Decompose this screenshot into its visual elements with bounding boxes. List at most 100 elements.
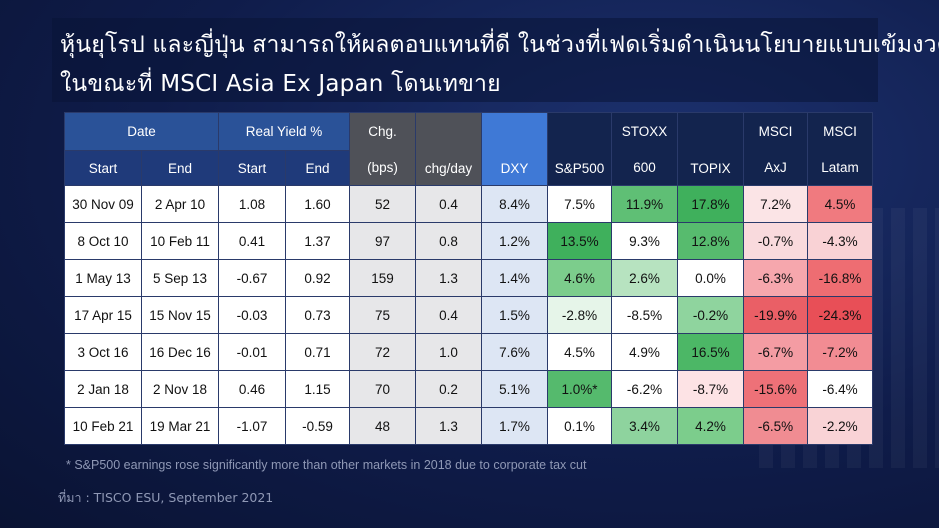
cell-sp500: 13.5% bbox=[547, 222, 613, 260]
cell-chg-per-day: 0.4 bbox=[415, 296, 483, 334]
header-stoxx-line2: 600 bbox=[611, 150, 679, 186]
cell-topix: 0.0% bbox=[677, 259, 745, 297]
cell-chg-per-day: 1.3 bbox=[415, 407, 483, 445]
header-sp500: S&P500 bbox=[547, 112, 613, 186]
cell-real-yield-start: 1.08 bbox=[218, 185, 286, 223]
header-dxy: DXY bbox=[481, 112, 549, 186]
table-body: 30 Nov 09 2 Apr 10 1.08 1.60 52 0.4 8.4% 7.5% 11… bbox=[64, 185, 874, 445]
cell-msci-latam: -4.3% bbox=[807, 222, 874, 260]
cell-date-start: 8 Oct 10 bbox=[64, 222, 142, 260]
header-chg-line2: (bps) bbox=[349, 150, 417, 186]
cell-stoxx600: -8.5% bbox=[611, 296, 679, 334]
cell-msci-latam: -24.3% bbox=[807, 296, 874, 334]
cell-msci-axj: -6.7% bbox=[743, 333, 809, 371]
cell-msci-latam: -2.2% bbox=[807, 407, 874, 445]
cell-msci-latam: -6.4% bbox=[807, 370, 874, 408]
cell-stoxx600: 9.3% bbox=[611, 222, 679, 260]
cell-date-start: 17 Apr 15 bbox=[64, 296, 142, 334]
cell-sp500: 7.5% bbox=[547, 185, 613, 223]
cell-dxy: 5.1% bbox=[481, 370, 549, 408]
cell-stoxx600: 11.9% bbox=[611, 185, 679, 223]
cell-dxy: 8.4% bbox=[481, 185, 549, 223]
cell-stoxx600: 3.4% bbox=[611, 407, 679, 445]
subheader-date-end: End bbox=[141, 150, 219, 186]
subheader-ry-end: End bbox=[284, 150, 351, 186]
cell-date-end: 15 Nov 15 bbox=[141, 296, 219, 334]
cell-date-start: 3 Oct 16 bbox=[64, 333, 142, 371]
cell-sp500: 4.6% bbox=[547, 259, 613, 297]
cell-msci-axj: -15.6% bbox=[743, 370, 809, 408]
cell-msci-latam: -16.8% bbox=[807, 259, 874, 297]
header-date: Date bbox=[64, 112, 219, 151]
footnote: * S&P500 earnings rose significantly mor… bbox=[66, 458, 587, 472]
cell-msci-axj: 7.2% bbox=[743, 185, 809, 223]
table-row: 30 Nov 09 2 Apr 10 1.08 1.60 52 0.4 8.4% 7.5% 11… bbox=[64, 185, 874, 223]
table-row: 17 Apr 15 15 Nov 15 -0.03 0.73 75 0.4 1.5% -2.8… bbox=[64, 296, 874, 334]
cell-real-yield-start: 0.41 bbox=[218, 222, 286, 260]
table-row: 3 Oct 16 16 Dec 16 -0.01 0.71 72 1.0 7.6% 4.5% 4… bbox=[64, 333, 874, 371]
cell-sp500: -2.8% bbox=[547, 296, 613, 334]
cell-real-yield-end: -0.59 bbox=[284, 407, 351, 445]
cell-chg-per-day: 1.0 bbox=[415, 333, 483, 371]
table-row: 10 Feb 21 19 Mar 21 -1.07 -0.59 48 1.3 1.7% 0.1… bbox=[64, 407, 874, 445]
subheader-ry-start: Start bbox=[218, 150, 286, 186]
cell-chg-bps: 75 bbox=[349, 296, 417, 334]
cell-chg-bps: 72 bbox=[349, 333, 417, 371]
cell-date-end: 2 Nov 18 bbox=[141, 370, 219, 408]
cell-dxy: 1.4% bbox=[481, 259, 549, 297]
header-msci-axj-line1: MSCI bbox=[743, 112, 809, 151]
cell-real-yield-end: 0.73 bbox=[284, 296, 351, 334]
subheader-date-start: Start bbox=[64, 150, 142, 186]
cell-stoxx600: 4.9% bbox=[611, 333, 679, 371]
cell-dxy: 7.6% bbox=[481, 333, 549, 371]
cell-real-yield-start: 0.46 bbox=[218, 370, 286, 408]
cell-chg-per-day: 0.8 bbox=[415, 222, 483, 260]
cell-dxy: 1.7% bbox=[481, 407, 549, 445]
cell-real-yield-end: 1.37 bbox=[284, 222, 351, 260]
source-note: ที่มา : TISCO ESU, September 2021 bbox=[58, 490, 274, 505]
cell-chg-per-day: 0.4 bbox=[415, 185, 483, 223]
cell-msci-axj: -6.3% bbox=[743, 259, 809, 297]
cell-date-end: 2 Apr 10 bbox=[141, 185, 219, 223]
cell-real-yield-start: -0.01 bbox=[218, 333, 286, 371]
cell-msci-axj: -6.5% bbox=[743, 407, 809, 445]
cell-date-start: 2 Jan 18 bbox=[64, 370, 142, 408]
header-real-yield: Real Yield % bbox=[217, 112, 351, 151]
cell-topix: 16.5% bbox=[677, 333, 745, 371]
cell-chg-bps: 52 bbox=[349, 185, 417, 223]
cell-topix: 4.2% bbox=[677, 407, 745, 445]
cell-topix: 17.8% bbox=[677, 185, 745, 223]
cell-chg-bps: 70 bbox=[349, 370, 417, 408]
table-row: 1 May 13 5 Sep 13 -0.67 0.92 159 1.3 1.4% 4.6% 2… bbox=[64, 259, 874, 297]
cell-msci-latam: 4.5% bbox=[807, 185, 874, 223]
header-topix: TOPIX bbox=[677, 112, 745, 186]
cell-real-yield-end: 0.71 bbox=[284, 333, 351, 371]
header-msci-latam-line1: MSCI bbox=[807, 112, 874, 151]
cell-real-yield-end: 1.60 bbox=[284, 185, 351, 223]
cell-dxy: 1.2% bbox=[481, 222, 549, 260]
cell-date-start: 30 Nov 09 bbox=[64, 185, 142, 223]
header-msci-latam-line2: Latam bbox=[807, 150, 874, 186]
table-row: 2 Jan 18 2 Nov 18 0.46 1.15 70 0.2 5.1% 1.0%* -6… bbox=[64, 370, 874, 408]
cell-date-start: 10 Feb 21 bbox=[64, 407, 142, 445]
cell-sp500: 0.1% bbox=[547, 407, 613, 445]
cell-date-end: 19 Mar 21 bbox=[141, 407, 219, 445]
header-msci-axj-line2: AxJ bbox=[743, 150, 809, 186]
cell-real-yield-start: -0.03 bbox=[218, 296, 286, 334]
cell-real-yield-end: 0.92 bbox=[284, 259, 351, 297]
cell-chg-per-day: 1.3 bbox=[415, 259, 483, 297]
cell-topix: 12.8% bbox=[677, 222, 745, 260]
page-title-line-2: ในขณะที่ MSCI Asia Ex Japan โดนเทขาย bbox=[60, 71, 501, 97]
cell-msci-axj: -19.9% bbox=[743, 296, 809, 334]
cell-dxy: 1.5% bbox=[481, 296, 549, 334]
cell-topix: -8.7% bbox=[677, 370, 745, 408]
page-title-line-1: หุ้นยุโรป และญี่ปุ่น สามารถให้ผลตอบแทนที… bbox=[60, 32, 939, 58]
cell-stoxx600: -6.2% bbox=[611, 370, 679, 408]
cell-date-start: 1 May 13 bbox=[64, 259, 142, 297]
cell-chg-bps: 97 bbox=[349, 222, 417, 260]
title-band bbox=[52, 18, 878, 102]
cell-sp500: 1.0%* bbox=[547, 370, 613, 408]
returns-table: Date Real Yield % Chg. chg/day DXY S&P50… bbox=[64, 112, 874, 445]
cell-msci-axj: -0.7% bbox=[743, 222, 809, 260]
cell-date-end: 5 Sep 13 bbox=[141, 259, 219, 297]
